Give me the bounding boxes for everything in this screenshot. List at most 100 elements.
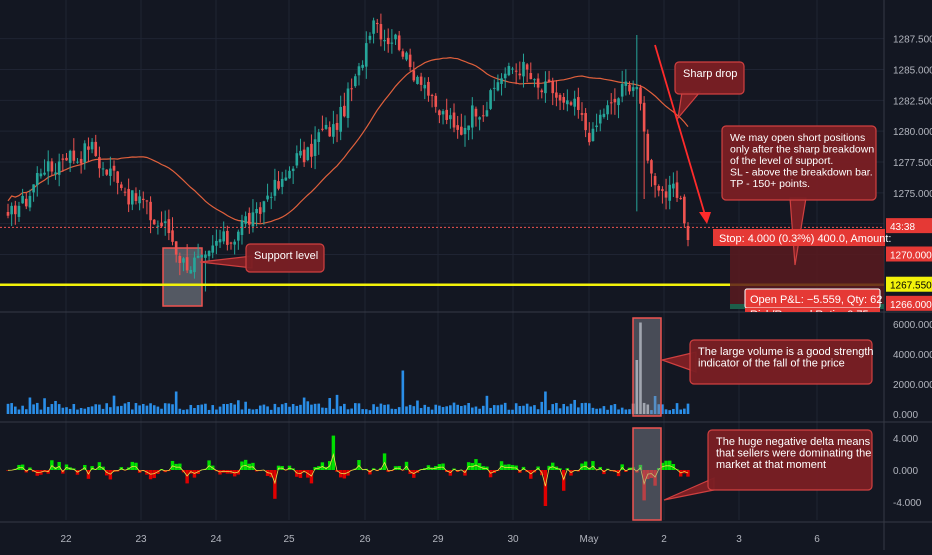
time-tick-label: 24 bbox=[210, 534, 222, 545]
volume-bar bbox=[32, 404, 35, 414]
stop-order-tag[interactable]: Stop: 4.000 (0.3²%) 400.0, Amount: bbox=[713, 229, 891, 246]
volume-bar bbox=[65, 407, 68, 414]
volume-bar bbox=[226, 404, 229, 414]
candle-body bbox=[226, 231, 229, 245]
candle-body bbox=[219, 239, 222, 242]
volume-bar bbox=[482, 406, 485, 414]
candle-body bbox=[555, 92, 558, 97]
candle-body bbox=[303, 150, 306, 163]
candle-body bbox=[526, 64, 529, 69]
delta-note-callout-text: that sellers were dominating the bbox=[716, 448, 871, 460]
volume-bar bbox=[621, 408, 624, 414]
candle-body bbox=[391, 43, 394, 44]
pnl-order-tag[interactable]: Open P&L: −5.559, Qty: 62 bbox=[745, 289, 882, 308]
volume-bar bbox=[464, 405, 467, 414]
volume-bar bbox=[387, 404, 390, 414]
volume-bar bbox=[519, 406, 522, 414]
candle-body bbox=[252, 212, 255, 226]
candle-body bbox=[646, 134, 649, 161]
volume-bar bbox=[113, 396, 116, 414]
candle-body bbox=[193, 258, 196, 272]
price-label-text: 1266.000 bbox=[890, 300, 932, 311]
candle-body bbox=[164, 221, 167, 223]
candle-body bbox=[544, 81, 547, 93]
candle-body bbox=[76, 162, 79, 163]
volume-bar bbox=[372, 404, 375, 414]
candle-body bbox=[47, 161, 50, 171]
volume-bar bbox=[570, 404, 573, 414]
candle-body bbox=[672, 184, 675, 189]
candle-body bbox=[361, 65, 364, 68]
candle-body bbox=[402, 51, 405, 56]
delta-note-callout-text: The huge negative delta means bbox=[716, 436, 871, 448]
volume-bar bbox=[303, 398, 306, 414]
volume-bar bbox=[270, 410, 273, 414]
candle-body bbox=[328, 127, 331, 136]
candle-body bbox=[409, 55, 412, 67]
volume-bar bbox=[175, 392, 178, 415]
candle-body bbox=[412, 70, 415, 80]
volume-bar bbox=[325, 408, 328, 414]
candle-body bbox=[296, 153, 299, 165]
volume-highlight-box bbox=[633, 318, 661, 416]
price-tick-label: 1277.500 bbox=[893, 158, 932, 169]
volume-bar bbox=[559, 408, 562, 414]
candle-body bbox=[347, 89, 350, 118]
candle-body bbox=[113, 166, 116, 171]
candle bbox=[683, 194, 686, 227]
volume-bar bbox=[281, 404, 284, 414]
volume-bar bbox=[438, 406, 441, 414]
candle-body bbox=[343, 106, 346, 116]
volume-bar bbox=[420, 408, 423, 414]
volume-bar bbox=[625, 410, 628, 414]
volume-bar bbox=[317, 404, 320, 414]
candle-body bbox=[109, 169, 112, 176]
candle-body bbox=[339, 107, 342, 132]
candle-body bbox=[416, 77, 419, 84]
candle-body bbox=[471, 105, 474, 127]
delta-bar bbox=[343, 470, 346, 478]
time-tick-label: 26 bbox=[359, 534, 371, 545]
candle-body bbox=[533, 79, 536, 80]
volume-bar bbox=[475, 407, 478, 414]
delta-bar bbox=[149, 470, 152, 479]
candle-body bbox=[310, 144, 313, 157]
volume-bar bbox=[179, 409, 182, 414]
volume-note-callout-text: The large volume is a good strength bbox=[698, 346, 874, 358]
volume-bar bbox=[628, 409, 631, 414]
volume-note-callout[interactable]: The large volume is a good strengthindic… bbox=[662, 340, 874, 384]
volume-bar bbox=[606, 410, 609, 414]
volume-bar bbox=[610, 405, 613, 414]
candle-body bbox=[32, 184, 35, 192]
candle-body bbox=[94, 142, 97, 156]
volume-bar bbox=[138, 405, 141, 414]
candle-body bbox=[588, 133, 591, 142]
candle-body bbox=[442, 111, 445, 114]
candle-body bbox=[36, 173, 39, 185]
volume-bar bbox=[248, 409, 251, 414]
volume-bar bbox=[299, 405, 302, 414]
candle-body bbox=[449, 115, 452, 119]
delta-bar bbox=[383, 453, 386, 470]
candle-body bbox=[621, 84, 624, 97]
volume-tick-label: 0.000 bbox=[893, 410, 918, 421]
volume-bar bbox=[80, 408, 83, 414]
candle-body bbox=[639, 87, 642, 103]
candle-body bbox=[233, 242, 236, 245]
volume-bar bbox=[288, 407, 291, 414]
candle-body bbox=[676, 182, 679, 197]
volume-bar bbox=[274, 404, 277, 414]
candle-body bbox=[562, 97, 565, 103]
candle-body bbox=[372, 20, 375, 33]
volume-bar bbox=[306, 401, 309, 414]
volume-bar bbox=[263, 405, 266, 414]
candle-body bbox=[687, 226, 690, 240]
volume-bar bbox=[69, 409, 72, 414]
candle-body bbox=[383, 40, 386, 41]
candle-body bbox=[423, 85, 426, 88]
volume-bar bbox=[135, 403, 138, 414]
candle-body bbox=[69, 151, 72, 163]
volume-bar bbox=[91, 406, 94, 414]
